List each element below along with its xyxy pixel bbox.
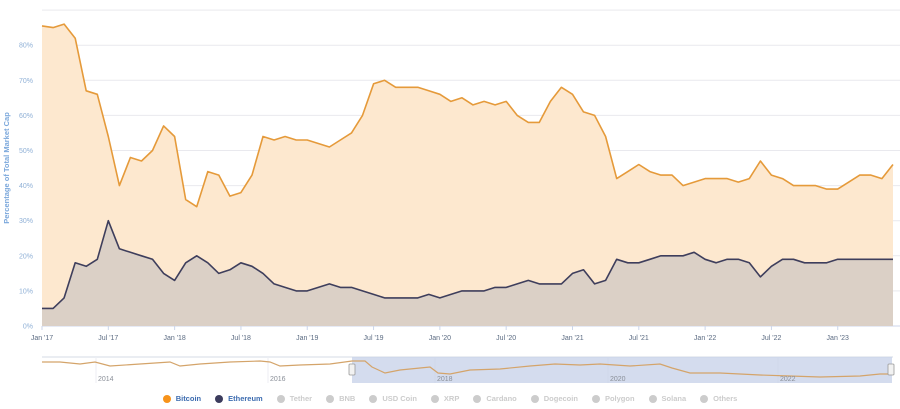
market-dominance-chart: 0% 10% 20% 30% 40% 50% 60% 70% 80% Percentage of… <box>2 9 900 383</box>
legend-item-cardano[interactable]: Cardano <box>473 394 517 403</box>
legend-dot-icon <box>276 394 285 403</box>
y-axis-ticks: 0% 10% 20% 30% 40% 50% 60% 70% 80% <box>19 43 33 331</box>
ethereum-area[interactable] <box>42 220 893 326</box>
y-tick-label: 40% <box>19 183 33 190</box>
y-tick-label: 80% <box>19 43 33 50</box>
x-tick-label: Jul '22 <box>761 335 781 342</box>
ethereum-line[interactable] <box>42 219 893 310</box>
bitcoin-area[interactable] <box>42 24 893 326</box>
y-axis-title: Percentage of Total Market Cap <box>2 112 11 224</box>
navigator-series <box>42 360 892 378</box>
y-tick-label: 50% <box>19 148 33 155</box>
x-tick-label: Jul '18 <box>231 335 251 342</box>
legend-dot-icon <box>326 394 335 403</box>
legend-item-usd-coin[interactable]: USD Coin <box>369 394 417 403</box>
range-navigator[interactable]: 2014 2016 2018 2020 2022 <box>42 356 895 383</box>
legend-dot-icon <box>473 394 482 403</box>
navigator-label: 2022 <box>780 376 796 383</box>
legend-item-bitcoin[interactable]: Bitcoin <box>162 394 202 403</box>
x-tick-label: Jul '21 <box>629 335 649 342</box>
legend-label: Polygon <box>604 394 635 403</box>
legend-dot-icon <box>530 394 539 403</box>
navigator-label: 2018 <box>437 376 453 383</box>
legend-label: Solana <box>661 394 687 403</box>
legend-label: Dogecoin <box>543 394 578 403</box>
legend-dot-icon <box>648 394 657 403</box>
chart-legend: Bitcoin Ethereum Tether BNB USD Coin XRP Carda… <box>0 394 900 403</box>
legend-dot-icon <box>700 394 709 403</box>
legend-dot-icon <box>591 394 600 403</box>
bitcoin-line[interactable] <box>41 23 894 208</box>
legend-item-xrp[interactable]: XRP <box>430 394 460 403</box>
x-tick-label: Jan '19 <box>296 335 318 342</box>
x-tick-label: Jan '20 <box>429 335 451 342</box>
legend-label: Others <box>713 394 738 403</box>
y-tick-label: 30% <box>19 218 33 225</box>
x-tick-label: Jan '22 <box>694 335 716 342</box>
navigator-handle-right[interactable] <box>887 363 895 376</box>
series-areas[interactable] <box>41 23 894 326</box>
y-tick-label: 10% <box>19 288 33 295</box>
navigator-label: 2020 <box>610 376 626 383</box>
x-tick-label: Jan '17 <box>31 335 53 342</box>
legend-dot-icon <box>215 394 224 403</box>
legend-item-bnb[interactable]: BNB <box>326 394 355 403</box>
legend-item-ethereum[interactable]: Ethereum <box>215 394 263 403</box>
legend-item-others[interactable]: Others <box>700 394 737 403</box>
x-tick-label: Jan '23 <box>827 335 849 342</box>
legend-label: Tether <box>289 394 313 403</box>
legend-item-solana[interactable]: Solana <box>648 394 687 403</box>
x-tick-label: Jan '21 <box>561 335 583 342</box>
y-tick-label: 70% <box>19 78 33 85</box>
x-tick-label: Jan '18 <box>163 335 185 342</box>
x-axis-ticks: Jan '17 Jul '17 Jan '18 Jul '18 Jan '19 Jul '… <box>31 326 849 342</box>
y-tick-label: 0% <box>23 324 33 331</box>
x-tick-label: Jul '19 <box>364 335 384 342</box>
y-tick-label: 20% <box>19 253 33 260</box>
navigator-handle-left[interactable] <box>348 363 356 376</box>
legend-label: XRP <box>443 394 460 403</box>
y-tick-label: 60% <box>19 113 33 120</box>
legend-dot-icon <box>162 394 171 403</box>
legend-label: Bitcoin <box>175 394 202 403</box>
legend-label: Ethereum <box>228 394 263 403</box>
legend-item-tether[interactable]: Tether <box>276 394 313 403</box>
legend-dot-icon <box>369 394 378 403</box>
x-tick-label: Jul '17 <box>98 335 118 342</box>
legend-item-dogecoin[interactable]: Dogecoin <box>530 394 578 403</box>
legend-label: Cardano <box>486 394 517 403</box>
legend-item-polygon[interactable]: Polygon <box>591 394 635 403</box>
navigator-label: 2016 <box>270 376 286 383</box>
navigator-label: 2014 <box>98 376 114 383</box>
legend-dot-icon <box>430 394 439 403</box>
x-tick-label: Jul '20 <box>496 335 516 342</box>
navigator-selection[interactable] <box>352 357 892 383</box>
legend-label: BNB <box>339 394 356 403</box>
legend-label: USD Coin <box>382 394 417 403</box>
